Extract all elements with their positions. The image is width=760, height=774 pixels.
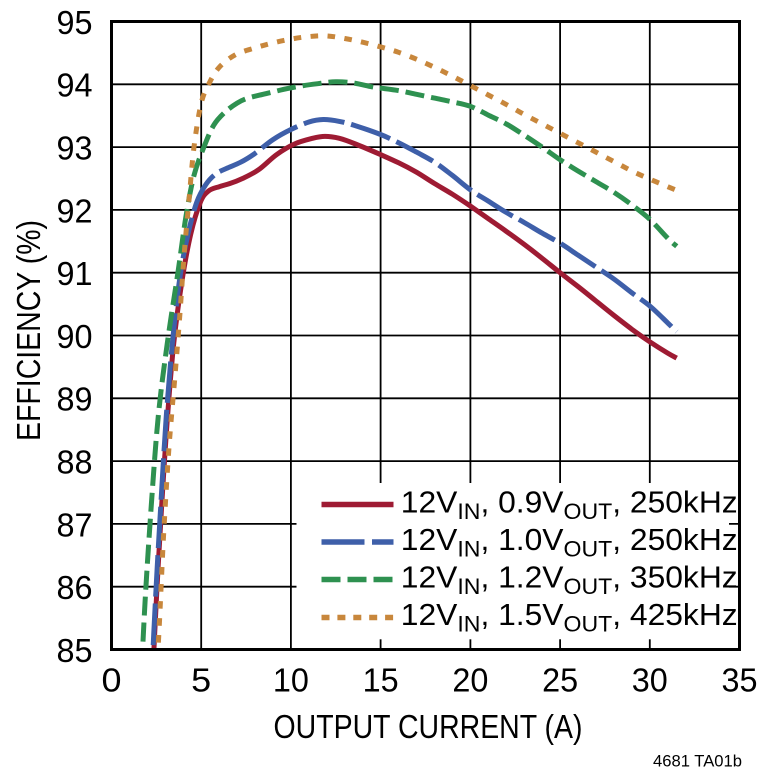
svg-text:12VIN, 1.0VOUT, 250kHz: 12VIN, 1.0VOUT, 250kHz: [401, 522, 738, 561]
svg-text:4681 TA01b: 4681 TA01b: [653, 752, 742, 771]
svg-text:10: 10: [273, 662, 309, 699]
svg-text:93: 93: [57, 130, 93, 167]
svg-text:5: 5: [191, 662, 211, 699]
svg-text:0: 0: [102, 662, 122, 699]
svg-text:92: 92: [57, 192, 93, 229]
svg-text:OUTPUT CURRENT (A): OUTPUT CURRENT (A): [274, 708, 583, 745]
svg-text:EFFICIENCY (%): EFFICIENCY (%): [10, 220, 47, 441]
svg-text:89: 89: [57, 381, 93, 418]
svg-text:94: 94: [57, 67, 93, 104]
svg-text:88: 88: [57, 444, 93, 481]
svg-text:15: 15: [363, 662, 399, 699]
svg-text:25: 25: [542, 662, 578, 699]
svg-text:30: 30: [632, 662, 668, 699]
svg-text:95: 95: [57, 4, 93, 41]
svg-text:35: 35: [722, 662, 758, 699]
svg-text:12VIN, 1.5VOUT, 425kHz: 12VIN, 1.5VOUT, 425kHz: [401, 597, 738, 636]
svg-text:90: 90: [57, 318, 93, 355]
svg-text:87: 87: [57, 506, 93, 543]
svg-text:86: 86: [57, 569, 93, 606]
svg-text:85: 85: [57, 632, 93, 669]
svg-text:91: 91: [57, 255, 93, 292]
svg-text:20: 20: [452, 662, 488, 699]
